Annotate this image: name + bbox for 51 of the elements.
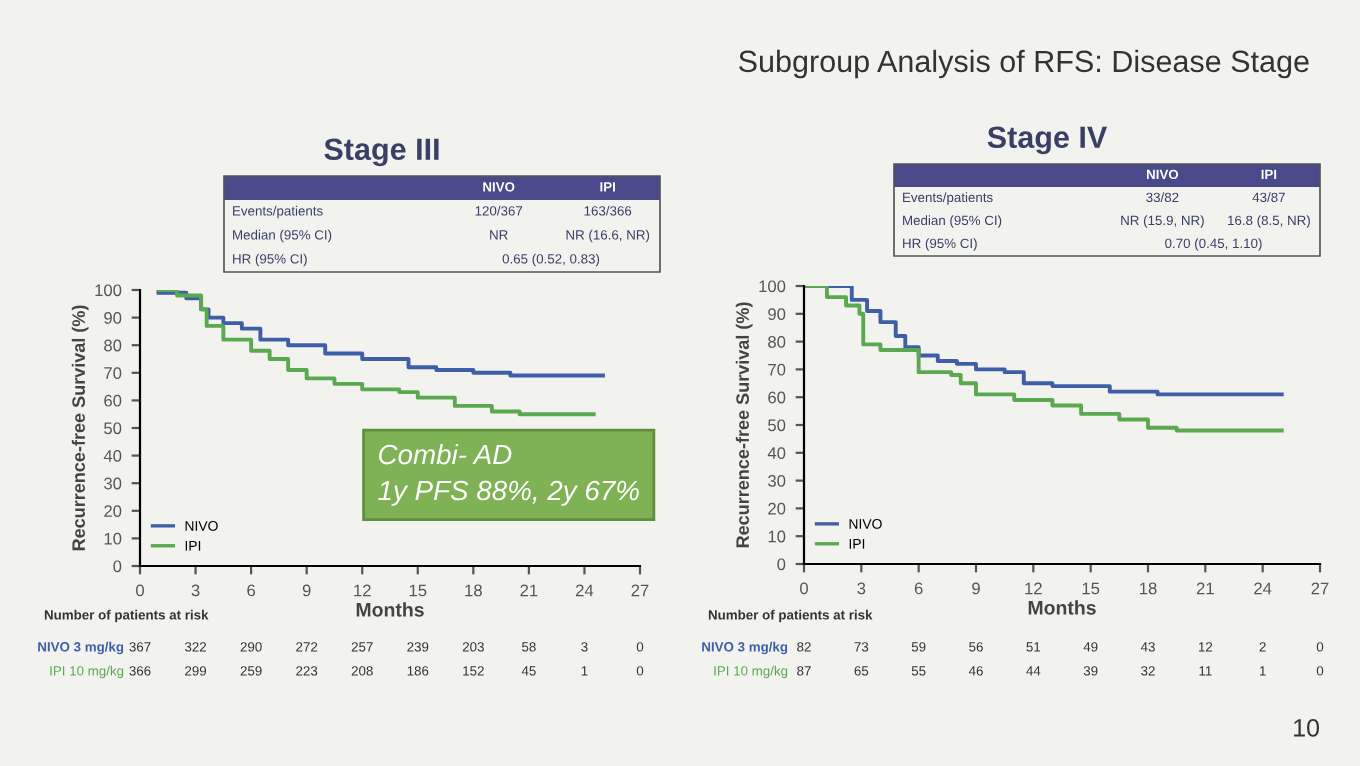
y-tick-label: 70 xyxy=(104,367,122,379)
chart-title: Stage III xyxy=(324,138,439,167)
x-tick-label: 3 xyxy=(857,582,866,595)
x-axis-title: Months xyxy=(356,602,424,617)
x-tick-label: 12 xyxy=(354,584,371,597)
y-tick-label: 80 xyxy=(768,336,786,348)
x-tick-label: 18 xyxy=(1140,582,1157,595)
x-tick-label: 9 xyxy=(972,582,980,595)
y-tick-label: 90 xyxy=(104,312,122,324)
annotation: Combi- AD 1y PFS 88%, 2y 67% xyxy=(378,443,639,506)
x-tick-label: 24 xyxy=(576,584,594,597)
y-tick-label: 50 xyxy=(104,422,122,435)
y-tick-label: 80 xyxy=(104,339,122,352)
y-tick-label: 100 xyxy=(759,280,786,293)
y-axis-title: Recurrence-free Survival (%) xyxy=(735,302,753,548)
y-axis-title: Recurrence-free Survival (%) xyxy=(71,305,89,551)
x-axis-title: Months xyxy=(1028,600,1096,615)
text: Subgroup Analysis of RFS: Disease Stage xyxy=(739,49,1309,79)
text: 10 xyxy=(1294,719,1320,737)
y-tick-label: 10 xyxy=(104,532,122,545)
y-tick-label: 20 xyxy=(104,505,122,517)
x-tick-label: 0 xyxy=(136,584,144,597)
x-tick-label: 0 xyxy=(800,582,808,595)
x-tick-label: 9 xyxy=(302,584,311,597)
x-tick-label: 6 xyxy=(914,582,923,595)
x-tick-label: 21 xyxy=(520,584,538,597)
x-tick-label: 24 xyxy=(1254,582,1272,595)
x-tick-label: 27 xyxy=(631,584,649,597)
y-tick-label: 40 xyxy=(767,447,786,459)
y-tick-label: 0 xyxy=(113,560,122,573)
y-tick-label: 60 xyxy=(768,391,786,404)
y-tick-label: 40 xyxy=(103,450,122,462)
y-tick-label: 60 xyxy=(104,394,122,407)
y-tick-label: 10 xyxy=(768,530,786,543)
x-tick-label: 21 xyxy=(1196,582,1214,595)
x-tick-label: 3 xyxy=(191,584,200,597)
y-tick-label: 30 xyxy=(768,475,786,487)
x-tick-label: 15 xyxy=(1082,582,1100,595)
x-tick-label: 12 xyxy=(1025,582,1042,595)
y-tick-label: 90 xyxy=(768,308,786,320)
y-tick-label: 50 xyxy=(768,419,786,432)
y-tick-label: 30 xyxy=(104,477,122,490)
x-tick-label: 15 xyxy=(409,584,427,597)
y-tick-label: 100 xyxy=(95,284,122,297)
x-tick-label: 6 xyxy=(247,584,256,597)
y-tick-label: 0 xyxy=(777,558,786,571)
chart-title: Stage IV xyxy=(987,126,1108,155)
x-tick-label: 27 xyxy=(1311,582,1329,595)
y-tick-label: 20 xyxy=(768,502,786,515)
x-tick-label: 18 xyxy=(465,584,482,597)
y-tick-label: 70 xyxy=(768,363,786,376)
